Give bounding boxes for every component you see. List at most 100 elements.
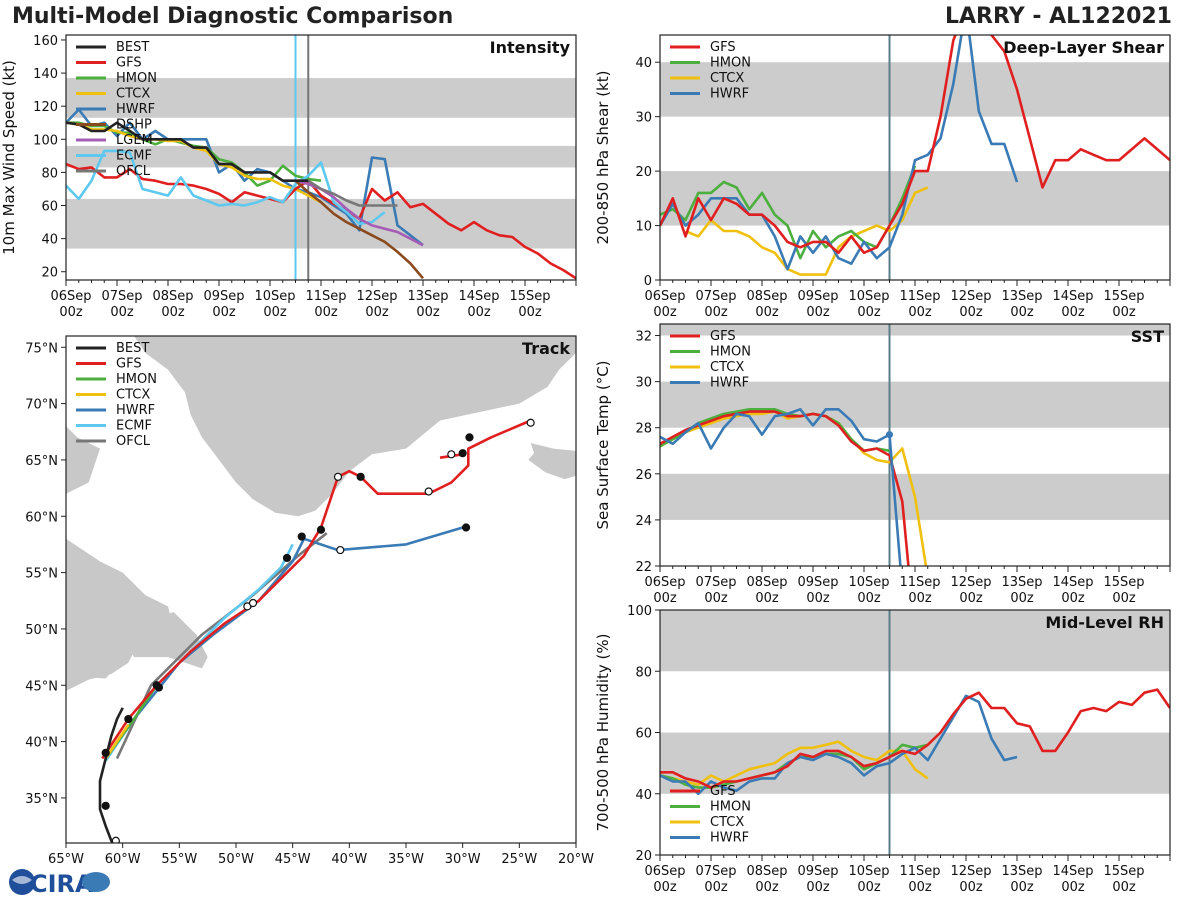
series-line-sst-hwrf — [660, 407, 902, 566]
band-shear-1 — [660, 62, 1170, 117]
y-tick-label: 60 — [635, 727, 652, 742]
x-tick-label-date: 09Sep — [797, 864, 838, 879]
series-line-shear-hwrf — [660, 35, 1019, 271]
y-tick-label: 30 — [635, 376, 652, 391]
legend-label-ofcl: OFCL — [116, 164, 151, 179]
x-tick-label-time: 00z — [959, 880, 983, 895]
cira-logo: CIRA — [9, 869, 110, 898]
x-tick-label: 25°W — [501, 852, 537, 867]
y-tick-label: 40°N — [25, 736, 58, 751]
cira-logo-swirl — [12, 876, 32, 884]
series-sst — [660, 407, 928, 566]
panel-title: Intensity — [490, 38, 571, 57]
series-rh — [660, 688, 1170, 796]
legend-label-hmon: HMON — [116, 372, 157, 387]
legend-label-ecmf: ECMF — [116, 419, 152, 434]
x-tick-label-time: 00z — [1061, 305, 1085, 320]
legend-label-ctcx: CTCX — [116, 87, 150, 102]
series-track — [98, 418, 535, 843]
land-baffin — [66, 336, 100, 494]
band-rh-1 — [660, 610, 1170, 672]
x-tick-label-time: 00z — [1010, 591, 1034, 606]
y-tick-label: 120 — [33, 100, 58, 115]
band-intensity-2 — [66, 78, 576, 118]
y-tick-label: 40 — [635, 56, 652, 71]
series-line-rh-gfs — [660, 688, 1170, 789]
legend-label-lgem: LGEM — [116, 133, 153, 148]
x-tick-label-time: 00z — [653, 880, 677, 895]
legend-label-hmon: HMON — [710, 345, 751, 360]
track-marker — [124, 714, 133, 724]
x-tick-label-date: 15Sep — [1103, 575, 1144, 590]
y-tick-label: 40 — [41, 233, 58, 248]
band-intensity-1 — [66, 145, 576, 168]
x-tick-label-date: 10Sep — [848, 289, 889, 304]
x-tick-label-date: 06Sep — [644, 575, 685, 590]
legend-label-gfs: GFS — [710, 40, 736, 55]
y-tick-label: 80 — [635, 665, 652, 680]
legend-label-hwrf: HWRF — [710, 831, 749, 846]
x-tick-label-date: 12Sep — [950, 575, 991, 590]
x-tick-label-date: 12Sep — [950, 289, 991, 304]
band-sst-2 — [660, 324, 1170, 336]
legend-label-ctcx: CTCX — [116, 388, 150, 403]
x-tick-label-time: 00z — [908, 591, 932, 606]
y-tick-label: 26 — [635, 468, 652, 483]
y-tick-label: 20 — [41, 266, 58, 281]
legend-label-ctcx: CTCX — [710, 815, 744, 830]
x-tick-label: 45°W — [275, 852, 311, 867]
y-tick-label: 60°N — [25, 510, 58, 525]
x-tick-label-time: 00z — [212, 305, 236, 320]
track-marker — [333, 472, 343, 481]
x-tick-label-date: 13Sep — [1001, 575, 1042, 590]
track-marker — [424, 487, 433, 496]
y-tick-label: 65°N — [25, 454, 58, 469]
x-tick-label: 35°W — [388, 852, 424, 867]
x-tick-label-date: 06Sep — [50, 289, 91, 304]
y-tick-label: 20 — [635, 849, 652, 864]
panel-title: Mid-Level RH — [1045, 613, 1164, 632]
track-marker — [461, 523, 471, 532]
series-shear — [660, 35, 1170, 276]
panel-shear: 01020304006Sep00z07Sep00z08Sep00z09Sep00… — [594, 34, 1171, 320]
y-tick-label: 60 — [41, 200, 58, 215]
x-tick-label-time: 00z — [161, 305, 185, 320]
band-sst-1 — [660, 381, 1170, 428]
legend-label-hwrf: HWRF — [710, 376, 749, 391]
x-tick-label-date: 10Sep — [254, 289, 295, 304]
legend-label-best: BEST — [116, 40, 149, 55]
x-tick-label-time: 00z — [1112, 305, 1136, 320]
x-tick-label: 40°W — [331, 852, 367, 867]
x-tick-label-time: 00z — [653, 305, 677, 320]
x-tick-label-time: 00z — [806, 591, 830, 606]
x-tick-label-time: 00z — [110, 305, 134, 320]
x-tick-label-time: 00z — [518, 305, 542, 320]
x-tick-label-time: 00z — [1112, 880, 1136, 895]
x-tick-label-date: 13Sep — [1001, 289, 1042, 304]
x-tick-label-date: 14Sep — [1052, 864, 1093, 879]
x-tick-label-date: 09Sep — [797, 289, 838, 304]
y-tick-label: 0 — [644, 274, 652, 289]
legend-label-gfs: GFS — [116, 56, 142, 71]
series-line-intensity-gfs — [66, 162, 576, 280]
x-tick-label-time: 00z — [1112, 591, 1136, 606]
x-tick-label-time: 00z — [416, 305, 440, 320]
band-shear-0 — [660, 171, 1170, 226]
x-tick-label: 50°W — [218, 852, 254, 867]
x-tick-label-date: 06Sep — [644, 289, 685, 304]
x-tick-label-date: 07Sep — [695, 864, 736, 879]
track-marker — [248, 598, 258, 608]
x-tick-label: 60°W — [105, 852, 141, 867]
panel-title: Track — [522, 339, 570, 358]
x-tick-label-date: 11Sep — [899, 289, 940, 304]
x-tick-label-time: 00z — [908, 880, 932, 895]
legend-label-ecmf: ECMF — [116, 149, 152, 164]
panel-sst: 22242628303206Sep00z07Sep00z08Sep00z09Se… — [594, 323, 1171, 606]
legend-label-best: BEST — [116, 341, 149, 356]
x-tick-label-date: 07Sep — [695, 575, 736, 590]
axes-frame-track — [65, 335, 577, 844]
track-marker — [282, 553, 292, 563]
y-tick-label: 50°N — [25, 623, 58, 638]
legend-label-ctcx: CTCX — [710, 360, 744, 375]
y-axis-label: 10m Max Wind Speed (kt) — [0, 60, 18, 255]
